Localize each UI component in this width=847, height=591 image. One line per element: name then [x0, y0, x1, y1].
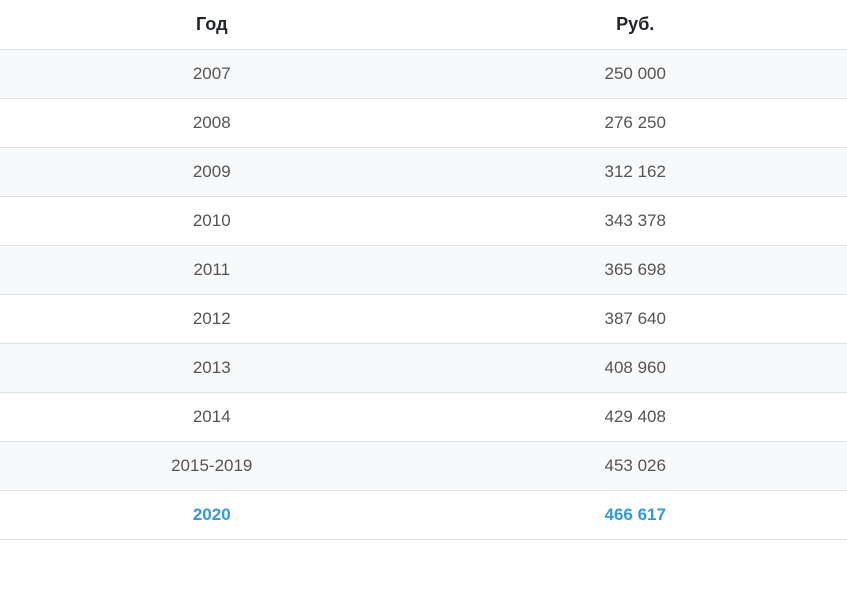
- cell-rub: 453 026: [424, 442, 847, 491]
- table-header-row: Год Руб.: [0, 0, 847, 50]
- cell-year: 2011: [0, 246, 424, 295]
- cell-year: 2015-2019: [0, 442, 424, 491]
- cell-rub: 408 960: [424, 344, 847, 393]
- cell-rub: 387 640: [424, 295, 847, 344]
- cell-year: 2008: [0, 99, 424, 148]
- cell-year: 2009: [0, 148, 424, 197]
- table-row: 2014 429 408: [0, 393, 847, 442]
- table-row: 2010 343 378: [0, 197, 847, 246]
- table-row-highlight: 2020 466 617: [0, 491, 847, 540]
- table-row: 2012 387 640: [0, 295, 847, 344]
- table-row: 2008 276 250: [0, 99, 847, 148]
- cell-year: 2013: [0, 344, 424, 393]
- cell-year: 2007: [0, 50, 424, 99]
- table-row: 2011 365 698: [0, 246, 847, 295]
- column-header-year: Год: [0, 0, 424, 50]
- cell-rub: 276 250: [424, 99, 847, 148]
- cell-rub: 365 698: [424, 246, 847, 295]
- cell-year: 2010: [0, 197, 424, 246]
- table-row: 2013 408 960: [0, 344, 847, 393]
- cell-rub: 250 000: [424, 50, 847, 99]
- cell-rub: 343 378: [424, 197, 847, 246]
- column-header-rub: Руб.: [424, 0, 847, 50]
- cell-year: 2020: [0, 491, 424, 540]
- cell-year: 2014: [0, 393, 424, 442]
- table-row: 2007 250 000: [0, 50, 847, 99]
- data-table: Год Руб. 2007 250 000 2008 276 250 2009 …: [0, 0, 847, 540]
- cell-rub: 466 617: [424, 491, 847, 540]
- table-row: 2015-2019 453 026: [0, 442, 847, 491]
- cell-rub: 312 162: [424, 148, 847, 197]
- cell-year: 2012: [0, 295, 424, 344]
- table-row: 2009 312 162: [0, 148, 847, 197]
- cell-rub: 429 408: [424, 393, 847, 442]
